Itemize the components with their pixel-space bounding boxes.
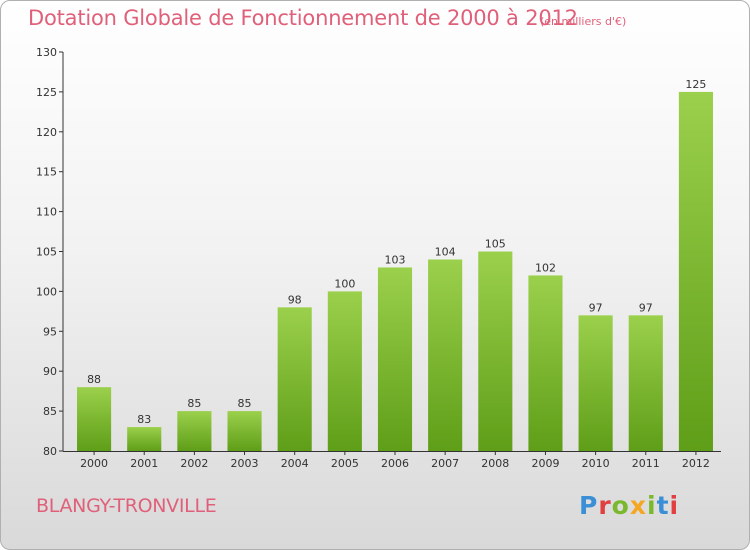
bar-2002 — [177, 411, 212, 451]
x-tick-label-2011: 2011 — [632, 457, 660, 470]
x-tick-label-2003: 2003 — [231, 457, 259, 470]
bar-2012 — [678, 91, 713, 452]
value-label-2001: 83 — [137, 413, 151, 426]
bar-2007 — [428, 259, 463, 451]
value-label-2010: 97 — [589, 301, 603, 314]
y-tick-label: 100 — [36, 285, 57, 298]
chart-subtitle: (en milliers d'€) — [540, 15, 627, 28]
chart-bars: 88 83 85 85 98 100 103 104 105 102 97 97 125 — [77, 78, 713, 452]
x-tick-label-2006: 2006 — [381, 457, 409, 470]
bar-2005 — [327, 291, 362, 451]
value-label-2004: 98 — [288, 293, 302, 306]
x-tick-label-2012: 2012 — [682, 457, 710, 470]
value-label-2005: 100 — [334, 277, 355, 290]
x-tick-label-2010: 2010 — [582, 457, 610, 470]
y-tick-label: 120 — [36, 126, 57, 139]
value-label-2006: 103 — [385, 253, 406, 266]
y-tick-label: 80 — [43, 445, 57, 458]
bar-2009 — [528, 275, 563, 451]
x-tick-label-2002: 2002 — [180, 457, 208, 470]
logo-letter: t — [656, 491, 670, 520]
y-tick-label: 115 — [36, 166, 57, 179]
logo-letter: i — [669, 491, 680, 520]
value-label-2000: 88 — [87, 373, 101, 386]
x-tick-label-2000: 2000 — [80, 457, 108, 470]
value-label-2003: 85 — [238, 397, 252, 410]
proxiti-logo: Proxiti — [579, 491, 679, 520]
y-tick-label: 130 — [36, 46, 57, 59]
y-tick-label: 110 — [36, 206, 57, 219]
value-label-2009: 102 — [535, 261, 556, 274]
value-label-2007: 104 — [435, 245, 456, 258]
y-tick-label: 105 — [36, 246, 57, 259]
x-tick-label-2004: 2004 — [281, 457, 309, 470]
bar-2008 — [478, 251, 513, 451]
chart-axes: 80 85 90 95 100 105 110 115 120 125 130 2000 2001 200… — [36, 46, 721, 470]
logo-letter: r — [598, 491, 612, 520]
value-label-2011: 97 — [639, 301, 653, 314]
y-tick-label: 90 — [43, 365, 57, 378]
x-tick-label-2009: 2009 — [531, 457, 559, 470]
y-tick-label: 85 — [43, 405, 57, 418]
value-label-2012: 125 — [685, 78, 706, 91]
y-tick-label: 95 — [43, 325, 57, 338]
bar-2006 — [377, 267, 413, 451]
logo-letter: P — [579, 491, 599, 520]
x-tick-label-2007: 2007 — [431, 457, 459, 470]
bar-2010 — [578, 315, 613, 451]
place-name: BLANGY-TRONVILLE — [36, 495, 217, 517]
x-tick-label-2005: 2005 — [331, 457, 359, 470]
bar-2001 — [127, 427, 162, 451]
bar-2004 — [277, 307, 312, 451]
logo-letter: x — [629, 491, 647, 520]
bar-2000 — [77, 387, 112, 451]
x-tick-label-2008: 2008 — [481, 457, 509, 470]
chart-title: Dotation Globale de Fonctionnement de 20… — [28, 6, 578, 30]
y-tick-label: 125 — [36, 86, 57, 99]
x-tick-label-2001: 2001 — [130, 457, 158, 470]
value-label-2008: 105 — [485, 238, 506, 251]
bar-2011 — [628, 315, 663, 451]
bar-2003 — [227, 411, 262, 451]
value-label-2002: 85 — [187, 397, 201, 410]
logo-letter: i — [647, 491, 657, 520]
logo-letter: o — [611, 491, 630, 520]
